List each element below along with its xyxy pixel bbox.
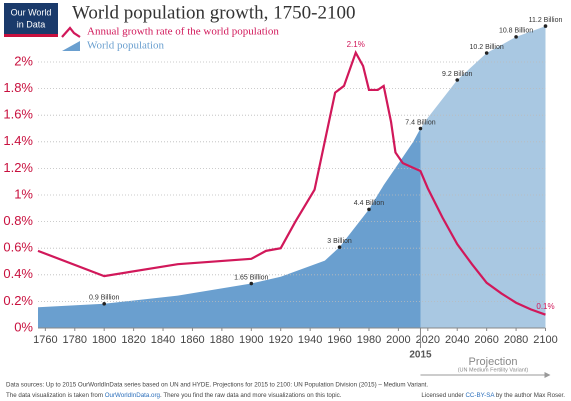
footer-text: The data visualization is taken from: [6, 392, 103, 399]
x-tick-label: 2020: [416, 334, 440, 346]
y-tick-label: 1.8%: [3, 80, 33, 95]
y-tick-label: 0.6%: [3, 240, 33, 255]
population-point: [514, 35, 518, 39]
y-tick-label: 1.2%: [3, 160, 33, 175]
population-area: [38, 26, 546, 329]
y-tick-label: 1.4%: [3, 133, 33, 148]
data-label: 0.9 Billion: [89, 295, 119, 302]
population-point: [455, 78, 460, 82]
x-tick-label: 1960: [327, 334, 351, 346]
growth-line: [37, 50, 546, 316]
x-tick-label: 2000: [386, 334, 410, 346]
footer-sources: Data sources: Up to 2015 OurWorldInData …: [6, 382, 428, 389]
data-label: 9.2 Billion: [442, 71, 472, 78]
y-tick-label: 1.6%: [3, 107, 33, 122]
footer-text: . There you find the raw data and more v…: [160, 392, 342, 399]
x-tick-label: 1880: [210, 334, 234, 346]
data-label: 1.65 Billion: [234, 274, 268, 281]
projection-start-label: 2015: [409, 350, 432, 361]
population-point: [367, 207, 371, 212]
y-tick-label: 0.8%: [3, 213, 33, 228]
population-point: [102, 301, 106, 306]
footer-link[interactable]: OurWorldInData.org: [105, 392, 161, 399]
y-tick-label: 0%: [14, 319, 33, 334]
logo-text: in Data: [17, 19, 46, 29]
logo-stripe: [4, 34, 58, 37]
data-label: 2.1%: [347, 40, 365, 49]
y-tick-label: 2%: [14, 53, 33, 68]
data-label: 11.2 Billion: [529, 17, 563, 24]
x-tick-label: 1980: [357, 334, 381, 346]
data-label: 4.4 Billion: [354, 200, 384, 207]
footer-taken-from: The data visualization is taken from Our…: [6, 392, 342, 399]
x-tick-label: 1780: [63, 334, 87, 346]
data-label: 3 Billion: [327, 238, 352, 245]
projection-label: Projection: [469, 356, 518, 368]
population-point: [484, 51, 489, 55]
data-label: 7.4 Billion: [405, 119, 435, 126]
data-label: 10.2 Billion: [470, 44, 504, 51]
data-label: 0.1%: [536, 302, 554, 311]
population-point: [249, 281, 254, 286]
x-tick-label: 1840: [151, 334, 175, 346]
legend-label: World population: [87, 40, 165, 52]
population-point: [418, 126, 423, 131]
y-tick-label: 0.4%: [3, 266, 33, 281]
legend-label: Annual growth rate of the world populati…: [87, 26, 279, 38]
x-tick-label: 1800: [92, 334, 116, 346]
y-tick-label: 1%: [14, 186, 33, 201]
legend: Annual growth rate of the world populati…: [61, 26, 279, 52]
footer-license: Licensed under CC-BY-SA by the author Ma…: [421, 392, 565, 399]
logo-box: [4, 3, 58, 37]
population-point: [543, 24, 548, 28]
footer-text: by the author Max Roser.: [496, 392, 565, 399]
x-tick-label: 1860: [180, 334, 204, 346]
x-tick-label: 1920: [268, 334, 292, 346]
logo-text: Our World: [11, 7, 52, 17]
x-tick-label: 1760: [33, 334, 57, 346]
legend-swatch: [62, 41, 80, 51]
footer-link[interactable]: CC-BY-SA: [465, 392, 495, 399]
projection-note: (UN Medium Fertility Variant): [458, 367, 529, 373]
footer-text: Licensed under: [421, 392, 463, 399]
x-tick-label: 2040: [445, 334, 469, 346]
legend-swatch: [61, 26, 81, 38]
chart-title: World population growth, 1750-2100: [72, 2, 355, 23]
x-tick-label: 1900: [239, 334, 263, 346]
x-tick-label: 2080: [504, 334, 528, 346]
plot-area: 0% 0.2% 0.4% 0.6% 0.8% 1% 1.2% 1.4% 1.6% 1.8% 2% 17…: [3, 17, 563, 378]
x-tick-label: 2060: [474, 334, 498, 346]
x-tick-label: 1820: [121, 334, 145, 346]
population-point: [337, 245, 342, 249]
data-label: 10.8 Billion: [499, 28, 533, 35]
y-tick-label: 0.2%: [3, 293, 33, 308]
x-tick-label: 2100: [533, 334, 557, 346]
x-tick-label: 1940: [298, 334, 322, 346]
